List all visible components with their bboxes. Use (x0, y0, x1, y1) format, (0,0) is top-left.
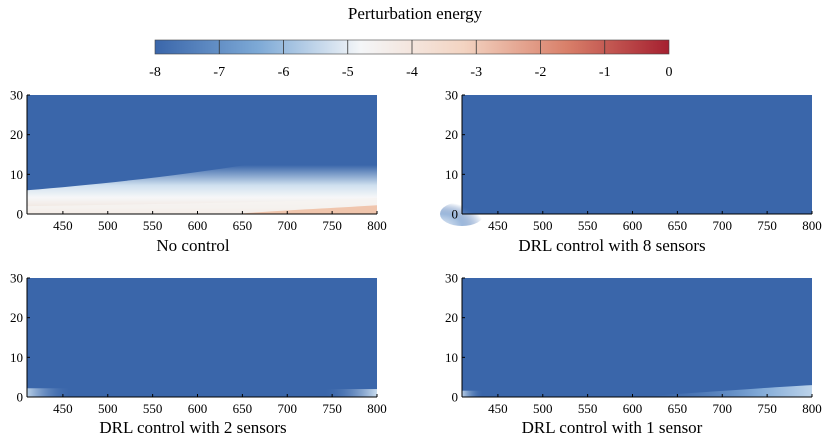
colorbar-tick-label: -6 (278, 65, 290, 80)
x-tick-label: 450 (488, 401, 508, 416)
x-tick-label: 550 (578, 401, 598, 416)
x-tick-label: 700 (278, 218, 298, 233)
energy-band-inlet (462, 390, 484, 397)
y-tick-label: 20 (445, 310, 458, 325)
y-tick-label: 30 (445, 271, 458, 286)
x-tick-label: 650 (668, 218, 688, 233)
heatmap-panel-4: 0 10 20 30 450 500 550 600 650 700 750 800 (445, 271, 822, 417)
panel-title-8-sensors: DRL control with 8 sensors (518, 236, 706, 255)
panel-title-2-sensors: DRL control with 2 sensors (99, 418, 287, 437)
x-tick-label: 450 (53, 401, 73, 416)
x-tick-label: 800 (802, 401, 822, 416)
y-tick-label: 0 (452, 207, 459, 222)
x-tick-label: 650 (233, 218, 253, 233)
x-tick-label: 500 (533, 218, 553, 233)
colorbar-tick-label: -5 (342, 65, 354, 80)
x-tick-label: 650 (233, 401, 253, 416)
x-tick-label: 600 (623, 218, 643, 233)
x-tick-label: 800 (802, 218, 822, 233)
heatmap-field (27, 278, 377, 397)
colorbar-tick-label: -2 (535, 65, 547, 80)
x-tick-label: 600 (188, 218, 208, 233)
colorbar: -8 -7 -6 -5 -4 -3 -2 -1 0 (149, 39, 673, 80)
y-tick-label: 30 (445, 88, 458, 103)
x-tick-label: 800 (367, 218, 387, 233)
x-tick-label: 700 (713, 218, 733, 233)
heatmap-panel-1: 0 10 20 30 450 500 550 600 650 700 750 800 (10, 88, 387, 234)
x-tick-label: 750 (757, 218, 777, 233)
energy-peak-region (233, 205, 377, 214)
x-tick-label: 450 (53, 218, 73, 233)
colorbar-tick-label: -3 (470, 65, 482, 80)
x-tick-label: 500 (98, 218, 118, 233)
y-tick-label: 20 (10, 310, 23, 325)
x-tick-label: 800 (367, 401, 387, 416)
y-tick-label: 10 (445, 167, 458, 182)
y-tick-label: 0 (17, 390, 24, 405)
heatmap-panel-3: 0 10 20 30 450 500 550 600 650 700 750 800 (10, 271, 387, 417)
x-tick-label: 700 (278, 401, 298, 416)
heatmap-field (462, 95, 812, 214)
y-tick-label: 10 (445, 350, 458, 365)
colorbar-tick-label: -1 (599, 65, 611, 80)
x-tick-label: 750 (757, 401, 777, 416)
panel-title-1-sensor: DRL control with 1 sensor (521, 418, 703, 437)
energy-band-outlet (323, 389, 377, 397)
colorbar-tick-label: -8 (149, 65, 161, 80)
panels: 0 10 20 30 450 500 550 600 650 700 750 800 0 10 20 30 45… (10, 88, 822, 417)
x-tick-label: 500 (533, 401, 553, 416)
x-tick-label: 750 (322, 401, 342, 416)
y-tick-label: 0 (17, 207, 24, 222)
colorbar-tick-label: -4 (406, 65, 418, 80)
y-tick-label: 30 (10, 271, 23, 286)
y-tick-label: 0 (452, 390, 459, 405)
y-tick-label: 10 (10, 167, 23, 182)
x-tick-label: 550 (143, 401, 163, 416)
colorbar-tick-label: 0 (666, 65, 673, 80)
x-tick-label: 550 (143, 218, 163, 233)
colorbar-tick-label: -7 (213, 65, 225, 80)
energy-band-inlet (27, 388, 72, 397)
y-tick-label: 20 (445, 127, 458, 142)
y-tick-label: 20 (10, 127, 23, 142)
energy-wall-band (27, 198, 377, 214)
x-tick-label: 500 (98, 401, 118, 416)
heatmap-field (462, 278, 812, 397)
x-tick-label: 600 (188, 401, 208, 416)
y-tick-label: 10 (10, 350, 23, 365)
y-tick-label: 30 (10, 88, 23, 103)
x-tick-label: 450 (488, 218, 508, 233)
heatmap-panel-2: 0 10 20 30 450 500 550 600 650 700 750 800 (440, 88, 822, 233)
x-tick-label: 750 (322, 218, 342, 233)
x-tick-label: 550 (578, 218, 598, 233)
colorbar-title: Perturbation energy (347, 4, 483, 23)
x-tick-label: 600 (623, 401, 643, 416)
panel-title-no-control: No control (156, 236, 230, 255)
x-tick-label: 650 (668, 401, 688, 416)
energy-wedge (27, 138, 377, 214)
x-tick-label: 700 (713, 401, 733, 416)
